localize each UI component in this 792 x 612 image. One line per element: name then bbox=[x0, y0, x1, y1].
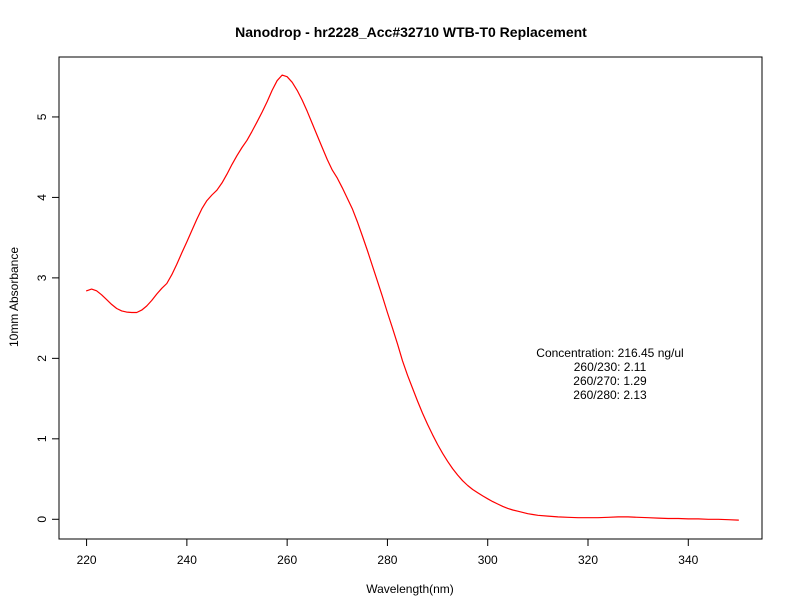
x-axis-label: Wavelength(nm) bbox=[366, 582, 454, 596]
spectrum-curve bbox=[85, 74, 740, 521]
annotation-ratio-260-280: 260/280: 2.13 bbox=[573, 388, 647, 402]
plot-box bbox=[58, 56, 763, 540]
y-axis-tick-label: 5 bbox=[35, 113, 49, 120]
chart-title: Nanodrop - hr2228_Acc#32710 WTB-T0 Repla… bbox=[235, 24, 587, 40]
x-axis-tick-label: 240 bbox=[177, 553, 197, 567]
y-axis-tick-label: 4 bbox=[35, 194, 49, 201]
x-axis-tick-label: 260 bbox=[277, 553, 297, 567]
y-axis-tick-label: 3 bbox=[35, 274, 49, 281]
annotation-ratio-260-230: 260/230: 2.11 bbox=[573, 360, 647, 374]
x-axis-tick-label: 280 bbox=[377, 553, 397, 567]
y-axis-tick-label: 1 bbox=[35, 435, 49, 442]
annotation-block: Concentration: 216.45 ng/ul 260/230: 2.1… bbox=[536, 346, 683, 402]
y-axis-label: 10mm Absorbance bbox=[7, 246, 21, 348]
x-axis-tick-label: 340 bbox=[678, 553, 698, 567]
x-axis-tick-label: 300 bbox=[478, 553, 498, 567]
x-axis-tick-label: 220 bbox=[77, 553, 97, 567]
x-axis-tick-label: 320 bbox=[578, 553, 598, 567]
y-axis-tick-label: 0 bbox=[35, 516, 49, 523]
y-axis-tick-label: 2 bbox=[35, 355, 49, 362]
annotation-concentration: Concentration: 216.45 ng/ul bbox=[536, 346, 684, 360]
annotation-ratio-260-270: 260/270: 1.29 bbox=[573, 374, 647, 388]
